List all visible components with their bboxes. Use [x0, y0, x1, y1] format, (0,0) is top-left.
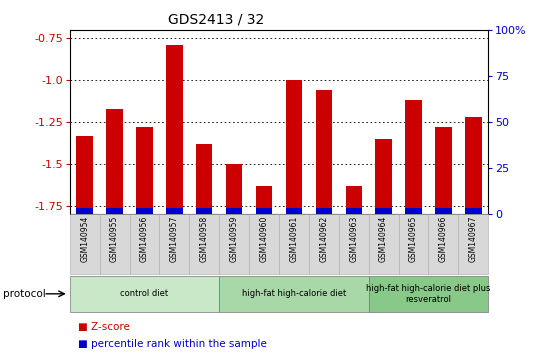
Bar: [405, 208, 422, 214]
Text: GSM140966: GSM140966: [439, 216, 448, 262]
Bar: [316, 90, 332, 214]
Bar: [465, 208, 482, 214]
Text: GSM140956: GSM140956: [140, 216, 149, 262]
Bar: [226, 208, 242, 214]
Bar: [435, 127, 451, 214]
FancyBboxPatch shape: [458, 214, 488, 274]
Bar: [107, 109, 123, 214]
Text: GSM140959: GSM140959: [230, 216, 239, 262]
Bar: [405, 101, 422, 214]
Text: protocol: protocol: [3, 289, 46, 299]
FancyBboxPatch shape: [189, 214, 219, 274]
Text: control diet: control diet: [121, 289, 169, 298]
FancyBboxPatch shape: [339, 214, 369, 274]
Bar: [376, 208, 392, 214]
Bar: [136, 208, 153, 214]
Bar: [136, 127, 153, 214]
Text: GSM140954: GSM140954: [80, 216, 89, 262]
Bar: [286, 80, 302, 214]
FancyBboxPatch shape: [219, 275, 369, 312]
Bar: [166, 208, 182, 214]
Text: high-fat high-calorie diet plus
resveratrol: high-fat high-calorie diet plus resverat…: [366, 284, 490, 303]
Text: GSM140963: GSM140963: [349, 216, 358, 262]
Bar: [256, 208, 272, 214]
Text: GSM140961: GSM140961: [290, 216, 299, 262]
Bar: [465, 117, 482, 214]
Bar: [316, 208, 332, 214]
Text: GSM140962: GSM140962: [319, 216, 328, 262]
FancyBboxPatch shape: [279, 214, 309, 274]
Text: GSM140958: GSM140958: [200, 216, 209, 262]
Text: ■ percentile rank within the sample: ■ percentile rank within the sample: [78, 339, 267, 349]
Text: GSM140957: GSM140957: [170, 216, 179, 262]
Bar: [256, 186, 272, 214]
FancyBboxPatch shape: [369, 275, 488, 312]
FancyBboxPatch shape: [70, 275, 219, 312]
Bar: [435, 208, 451, 214]
Text: GSM140965: GSM140965: [409, 216, 418, 262]
FancyBboxPatch shape: [70, 214, 100, 274]
FancyBboxPatch shape: [160, 214, 189, 274]
Bar: [286, 208, 302, 214]
Bar: [345, 186, 362, 214]
Bar: [166, 45, 182, 214]
Text: GSM140967: GSM140967: [469, 216, 478, 262]
Bar: [76, 208, 93, 214]
FancyBboxPatch shape: [398, 214, 429, 274]
FancyBboxPatch shape: [249, 214, 279, 274]
FancyBboxPatch shape: [100, 214, 129, 274]
FancyBboxPatch shape: [309, 214, 339, 274]
Text: GSM140960: GSM140960: [259, 216, 268, 262]
FancyBboxPatch shape: [369, 214, 398, 274]
Bar: [196, 208, 213, 214]
Bar: [226, 164, 242, 214]
Text: GSM140955: GSM140955: [110, 216, 119, 262]
Bar: [107, 208, 123, 214]
Text: high-fat high-calorie diet: high-fat high-calorie diet: [242, 289, 346, 298]
Bar: [376, 139, 392, 214]
Text: GSM140964: GSM140964: [379, 216, 388, 262]
FancyBboxPatch shape: [429, 214, 458, 274]
Bar: [345, 208, 362, 214]
Text: ■ Z-score: ■ Z-score: [78, 322, 130, 332]
Text: GDS2413 / 32: GDS2413 / 32: [168, 12, 264, 27]
FancyBboxPatch shape: [129, 214, 160, 274]
Bar: [76, 136, 93, 214]
FancyBboxPatch shape: [219, 214, 249, 274]
Bar: [196, 144, 213, 214]
